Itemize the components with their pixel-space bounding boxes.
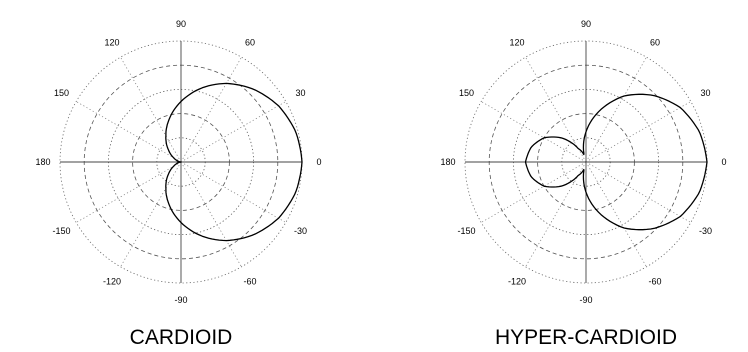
radial-spoke bbox=[120, 161, 182, 267]
radial-spoke bbox=[76, 101, 182, 163]
radial-spoke bbox=[585, 57, 647, 163]
pattern-curve bbox=[524, 93, 708, 231]
radial-spoke bbox=[120, 57, 182, 163]
radial-spoke bbox=[76, 161, 182, 223]
pattern-curve bbox=[165, 82, 303, 242]
angle-tick-label: -30 bbox=[294, 226, 307, 236]
angle-tick-label: 0 bbox=[316, 157, 321, 167]
caption-cardioid: CARDIOID bbox=[130, 326, 233, 349]
radial-spoke bbox=[525, 57, 587, 163]
hyper-cardioid-polar-plot: 0 30 60 90 120 150 180 -150 -120 -90 -60 -30 bbox=[440, 19, 726, 305]
angle-tick-label: 120 bbox=[509, 37, 524, 47]
radial-spoke bbox=[585, 161, 647, 267]
angle-tick-label: 150 bbox=[459, 88, 474, 98]
angle-tick-label: -90 bbox=[174, 295, 187, 305]
angle-tick-label: 30 bbox=[296, 88, 306, 98]
radial-spoke bbox=[481, 101, 587, 163]
radial-spoke bbox=[180, 57, 242, 163]
angle-tick-label: -150 bbox=[457, 226, 475, 236]
angle-tick-label: 60 bbox=[650, 37, 660, 47]
caption-hyper-cardioid: HYPER-CARDIOID bbox=[495, 326, 677, 349]
angle-tick-label: -120 bbox=[508, 277, 526, 287]
angle-tick-label: 90 bbox=[176, 19, 186, 29]
radial-spoke bbox=[180, 101, 286, 163]
angle-tick-label: -60 bbox=[243, 277, 256, 287]
angle-tick-label: 120 bbox=[104, 37, 119, 47]
radial-spoke bbox=[585, 101, 691, 163]
radial-spoke bbox=[481, 161, 587, 223]
cardioid-polar-plot: 0 30 60 90 120 150 180 -150 -120 -90 -60 -30 bbox=[35, 19, 321, 305]
angle-tick-label: -90 bbox=[579, 295, 592, 305]
radial-spoke bbox=[585, 161, 691, 223]
angle-tick-label: -120 bbox=[103, 277, 121, 287]
angle-tick-label: -30 bbox=[699, 226, 712, 236]
angle-tick-label: 90 bbox=[581, 19, 591, 29]
angle-tick-label: 60 bbox=[245, 37, 255, 47]
angle-tick-label: 150 bbox=[54, 88, 69, 98]
angle-tick-label: 180 bbox=[440, 157, 455, 167]
angle-tick-label: -60 bbox=[648, 277, 661, 287]
radial-spoke bbox=[180, 161, 286, 223]
angle-tick-label: 0 bbox=[721, 157, 726, 167]
radial-spoke bbox=[525, 161, 587, 267]
angle-tick-label: 30 bbox=[701, 88, 711, 98]
angle-tick-label: -150 bbox=[52, 226, 70, 236]
angle-tick-label: 180 bbox=[35, 157, 50, 167]
radial-spoke bbox=[180, 161, 242, 267]
